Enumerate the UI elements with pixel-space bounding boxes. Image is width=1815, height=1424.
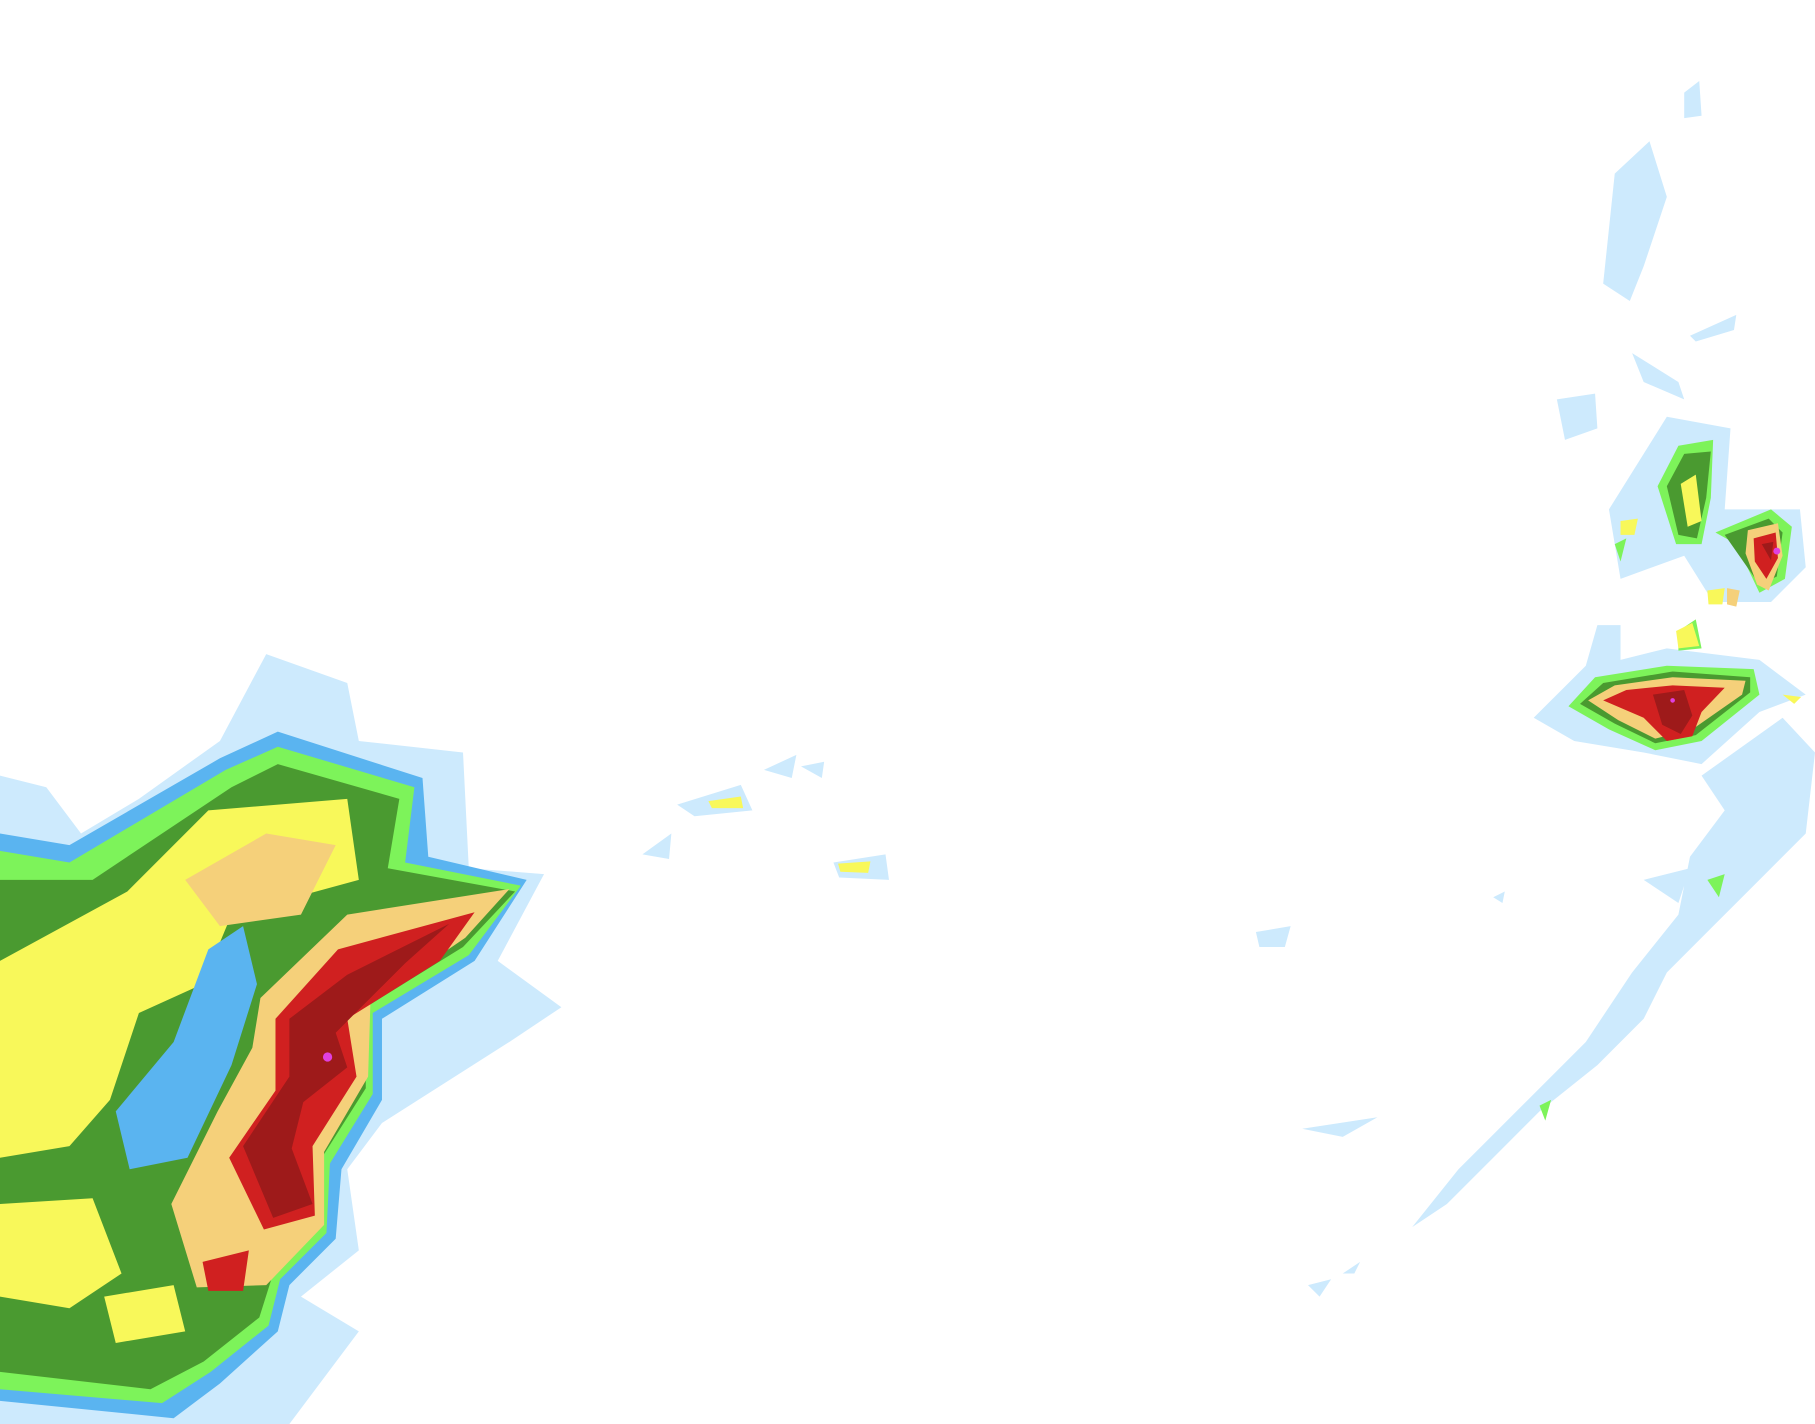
west-precipitation-mass — [0, 654, 562, 1424]
very-heavy-rain-area — [1603, 532, 1778, 741]
very-light-rain-area — [642, 754, 1378, 1137]
heavy-rain-area — [1588, 523, 1783, 739]
extreme-rain-cell — [1773, 547, 1781, 555]
east-precipitation-band — [1308, 81, 1815, 1297]
moderate-heavy-rain-area — [708, 796, 871, 873]
extreme-rain-cell — [1670, 698, 1675, 703]
intense-rain-area — [1652, 541, 1774, 734]
central-scattered-cells — [642, 754, 1378, 1137]
moderate-heavy-rain-area — [0, 798, 359, 1343]
lake-gap-area — [115, 926, 257, 1170]
intense-rain-area — [243, 923, 450, 1218]
extreme-rain-cell — [322, 1052, 333, 1062]
